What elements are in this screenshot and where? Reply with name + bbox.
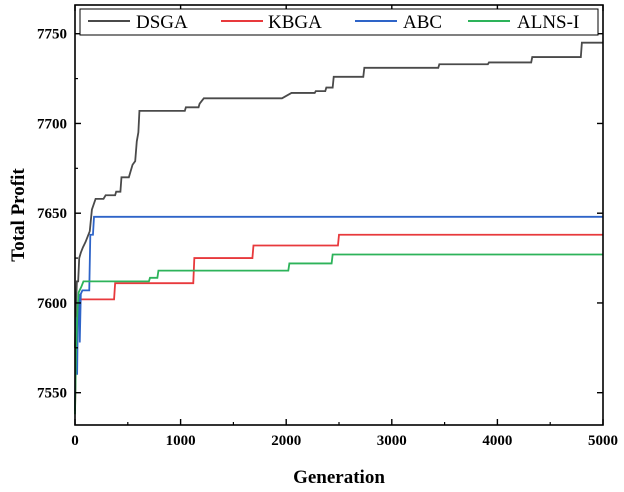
plot-background — [75, 5, 603, 425]
y-tick-label: 7700 — [37, 116, 67, 132]
legend-item-abc: ABC — [355, 12, 442, 33]
legend-label-dsga: DSGA — [136, 12, 188, 33]
y-axis-title: Total Profit — [8, 168, 29, 262]
x-axis-title: Generation — [293, 467, 385, 488]
series-layer — [74, 41, 603, 415]
legend-label-alns-i: ALNS-I — [517, 12, 579, 33]
x-tick-label: 2000 — [271, 433, 301, 449]
legend-item-kbga: KBGA — [221, 12, 322, 33]
legend-box — [79, 8, 599, 36]
y-tick-label: 7650 — [37, 206, 67, 222]
legend-label-abc: ABC — [403, 12, 442, 33]
legend-label-kbga: KBGA — [268, 12, 322, 33]
x-tick-label: 5000 — [588, 433, 618, 449]
x-tick-label: 0 — [71, 433, 79, 449]
y-tick-label: 7750 — [37, 27, 67, 43]
x-tick-label: 4000 — [482, 433, 512, 449]
plot-frame — [74, 4, 604, 426]
legend: DSGA KBGA ABC ALNS-I — [79, 8, 599, 36]
y-tick-label: 7600 — [37, 296, 67, 312]
y-tick-label: 7550 — [37, 386, 67, 402]
x-tick-label: 1000 — [166, 433, 196, 449]
legend-item-dsga: DSGA — [88, 12, 188, 33]
legend-item-alns-i: ALNS-I — [468, 12, 579, 33]
series-line-dsga — [74, 41, 603, 348]
x-tick-label: 3000 — [377, 433, 407, 449]
series-line-alns-i — [74, 253, 603, 415]
